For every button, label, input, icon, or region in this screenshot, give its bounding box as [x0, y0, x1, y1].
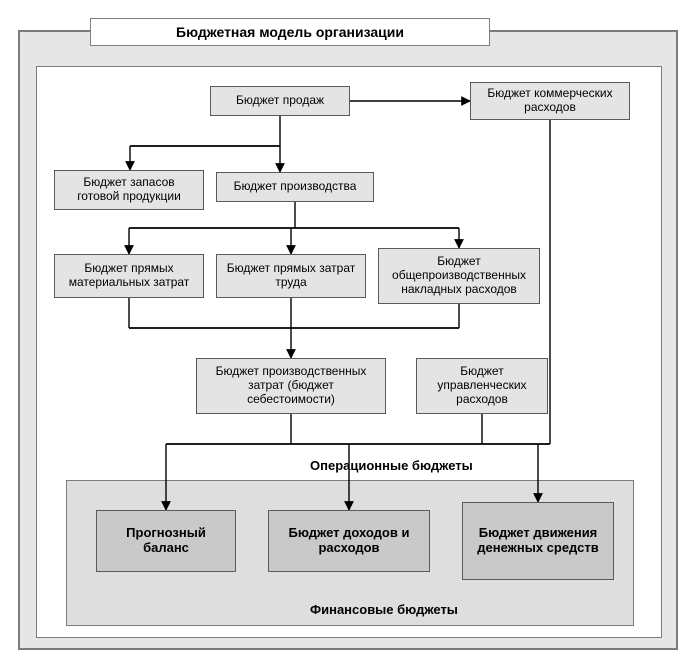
node-overhead-label: Бюджет общепроизводственных накладных ра… — [385, 255, 533, 296]
label-operational-text: Операционные бюджеты — [310, 458, 473, 473]
node-material-label: Бюджет прямых материальных затрат — [61, 262, 197, 290]
node-stock: Бюджет запасов готовой продукции — [54, 170, 204, 210]
diagram-title-text: Бюджетная модель организации — [176, 24, 404, 40]
node-labor-label: Бюджет прямых затрат труда — [223, 262, 359, 290]
node-stock-label: Бюджет запасов готовой продукции — [61, 176, 197, 204]
node-overhead: Бюджет общепроизводственных накладных ра… — [378, 248, 540, 304]
node-pl-label: Бюджет доходов и расходов — [275, 526, 423, 556]
node-balance-label: Прогнозный баланс — [103, 526, 229, 556]
node-prodcost-label: Бюджет производственных затрат (бюджет с… — [203, 365, 379, 406]
node-mgmt-label: Бюджет управленческих расходов — [423, 365, 541, 406]
node-pl: Бюджет доходов и расходов — [268, 510, 430, 572]
label-operational: Операционные бюджеты — [310, 458, 473, 473]
label-financial-text: Финансовые бюджеты — [310, 602, 458, 617]
node-mgmt: Бюджет управленческих расходов — [416, 358, 548, 414]
node-commercial: Бюджет коммерческих расходов — [470, 82, 630, 120]
node-sales: Бюджет продаж — [210, 86, 350, 116]
node-production-label: Бюджет производства — [234, 180, 357, 194]
label-financial: Финансовые бюджеты — [310, 602, 458, 617]
node-prodcost: Бюджет производственных затрат (бюджет с… — [196, 358, 386, 414]
diagram-stage: Бюджетная модель организации Бюджет прод… — [0, 0, 696, 661]
node-cashflow-label: Бюджет движения денежных средств — [469, 526, 607, 556]
node-cashflow: Бюджет движения денежных средств — [462, 502, 614, 580]
node-production: Бюджет производства — [216, 172, 374, 202]
node-material: Бюджет прямых материальных затрат — [54, 254, 204, 298]
node-balance: Прогнозный баланс — [96, 510, 236, 572]
node-labor: Бюджет прямых затрат труда — [216, 254, 366, 298]
node-commercial-label: Бюджет коммерческих расходов — [477, 87, 623, 115]
node-sales-label: Бюджет продаж — [236, 94, 324, 108]
diagram-title: Бюджетная модель организации — [90, 18, 490, 46]
